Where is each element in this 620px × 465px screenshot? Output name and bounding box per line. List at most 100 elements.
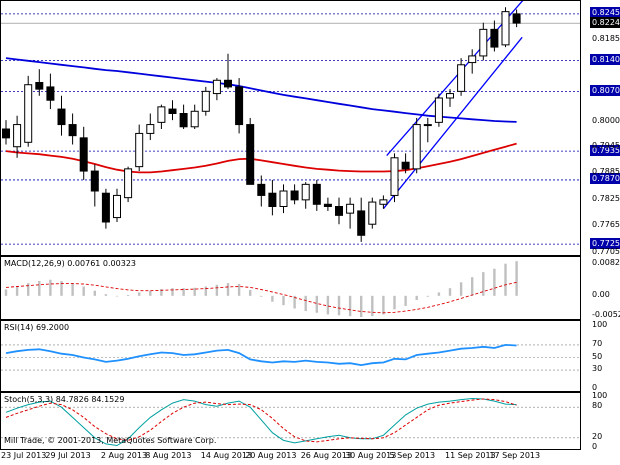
macd-histogram-bar xyxy=(404,295,407,306)
macd-histogram-bar xyxy=(304,295,307,312)
macd-histogram-bar xyxy=(337,295,341,316)
macd-histogram-bar xyxy=(293,295,296,309)
macd-histogram-bar xyxy=(382,295,385,315)
price-tick: 0.7945 xyxy=(592,140,620,150)
macd-histogram-bar xyxy=(448,288,452,296)
stoch-main-line xyxy=(5,397,517,447)
macd-tick: 0.00823 xyxy=(592,258,620,267)
candlestick-chart xyxy=(1,1,580,245)
macd-tick: 0.00 xyxy=(592,289,610,299)
macd-histogram-bar xyxy=(126,294,130,296)
candle-body xyxy=(57,108,66,126)
moving-average-red xyxy=(5,142,517,174)
macd-histogram-bar xyxy=(149,290,152,296)
candle-body xyxy=(468,55,477,64)
macd-tick: -0.00524 xyxy=(592,310,620,319)
stoch-tick: 80 xyxy=(592,401,603,411)
candle-body xyxy=(190,110,199,128)
time-tick: 14 Aug 2013 xyxy=(200,451,253,460)
stoch-label: Stoch(5,3,3) 84.7826 84.1529 xyxy=(4,395,125,404)
price-tick: 0.8185 xyxy=(592,34,620,44)
stoch-tick: 100 xyxy=(592,391,608,400)
macd-histogram-bar xyxy=(371,295,374,317)
candle-body xyxy=(312,183,321,205)
candle-body xyxy=(323,203,332,208)
level-price-box: 0.8140 xyxy=(590,53,620,65)
candle-body xyxy=(457,64,466,92)
candle-body xyxy=(212,79,221,95)
macd-histogram-bar xyxy=(437,292,441,296)
level-price-box: 0.7725 xyxy=(590,237,620,249)
macd-histogram-bar xyxy=(82,286,85,296)
macd-signal-line xyxy=(5,281,517,314)
candle-body xyxy=(501,11,510,46)
macd-histogram-bar xyxy=(315,295,318,313)
candle-body xyxy=(357,210,366,236)
candle-body xyxy=(335,206,343,216)
candle-body xyxy=(446,93,454,99)
candle-body xyxy=(235,86,244,126)
macd-histogram-bar xyxy=(348,295,352,317)
macd-histogram-bar xyxy=(115,295,119,297)
candle-body xyxy=(68,124,77,137)
macd-histogram-bar xyxy=(415,295,418,301)
candle-body xyxy=(224,79,232,88)
candle-body xyxy=(246,124,255,185)
candle-body xyxy=(268,192,277,207)
candle-body xyxy=(368,201,377,225)
macd-histogram-bar xyxy=(459,282,463,296)
candle-body xyxy=(2,128,10,139)
candle-body xyxy=(423,124,432,127)
stoch-tick: 0 xyxy=(592,442,598,451)
stoch-pane[interactable] xyxy=(0,392,581,450)
macd-histogram-bar xyxy=(182,288,185,296)
level-price-box: 0.8070 xyxy=(590,84,620,96)
candle-body xyxy=(290,190,299,201)
macd-histogram-bar xyxy=(482,272,485,296)
macd-histogram-bar xyxy=(38,281,41,296)
candle-body xyxy=(279,190,288,207)
candle-body xyxy=(35,82,44,90)
moving-average-blue xyxy=(5,57,517,123)
rsi-tick: 50 xyxy=(592,351,603,361)
time-tick: 11 Sep 2013 xyxy=(445,451,496,460)
candle-body xyxy=(201,90,210,112)
macd-pane[interactable] xyxy=(0,256,581,320)
candle-body xyxy=(401,161,410,170)
time-tick: 30 Aug 2013 xyxy=(345,451,397,460)
channel-lower-line xyxy=(382,36,523,210)
time-tick: 17 Sep 2013 xyxy=(489,451,541,460)
candle-body xyxy=(257,183,266,196)
level-price-box: 0.8245 xyxy=(590,7,620,19)
candle-body xyxy=(479,28,488,57)
candle-body xyxy=(113,194,121,219)
macd-chart xyxy=(4,261,518,317)
macd-histogram-bar xyxy=(93,290,96,296)
price-tick: 0.7765 xyxy=(592,220,620,230)
price-tick: 0.7705 xyxy=(592,247,620,256)
macd-histogram-bar xyxy=(226,283,230,296)
main-chart-pane[interactable] xyxy=(0,0,581,256)
candle-body xyxy=(135,132,144,168)
rsi-pane[interactable] xyxy=(0,320,581,392)
time-tick: 5 Sep 2013 xyxy=(389,451,436,460)
rsi-chart xyxy=(1,343,580,371)
macd-histogram-bar xyxy=(204,286,207,296)
rsi-tick: 70 xyxy=(592,338,603,348)
time-tick: 20 Aug 2013 xyxy=(245,451,297,460)
rsi-tick: 30 xyxy=(592,364,603,374)
candle-body xyxy=(79,137,88,172)
candle-body xyxy=(346,203,355,214)
rsi-line xyxy=(5,343,517,367)
macd-histogram-bar xyxy=(49,279,52,296)
rsi-label: RSI(14) 69.2000 xyxy=(4,323,70,332)
candle-body xyxy=(124,168,133,199)
candle-body xyxy=(390,157,399,196)
current-price-box: 0.8224 xyxy=(590,16,620,28)
time-tick: 2 Aug 2013 xyxy=(100,451,148,460)
candle-body xyxy=(379,199,388,205)
candle-body xyxy=(13,124,22,148)
price-tick: 0.7885 xyxy=(592,167,620,177)
macd-histogram-bar xyxy=(60,281,63,296)
price-tick: 0.8000 xyxy=(592,116,620,126)
